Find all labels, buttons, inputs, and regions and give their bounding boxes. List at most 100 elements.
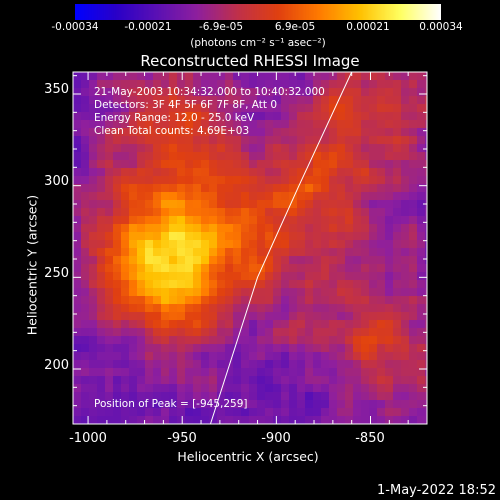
image-pixel (81, 272, 89, 280)
image-pixel (385, 280, 393, 288)
image-pixel (73, 392, 81, 400)
image-pixel (321, 96, 329, 104)
image-pixel (361, 416, 369, 424)
image-pixel (345, 96, 353, 104)
image-pixel (89, 192, 97, 200)
image-pixel (265, 120, 273, 128)
image-pixel (281, 248, 289, 256)
colorbar-tick-label: 0.00034 (419, 21, 463, 33)
image-pixel (313, 384, 321, 392)
image-pixel (153, 224, 161, 232)
image-pixel (273, 88, 281, 96)
image-pixel (353, 136, 361, 144)
image-pixel (321, 384, 329, 392)
image-pixel (385, 80, 393, 88)
image-pixel (353, 312, 361, 320)
image-pixel (129, 128, 137, 136)
image-pixel (321, 360, 329, 368)
image-pixel (121, 376, 129, 384)
image-pixel (273, 112, 281, 120)
image-pixel (353, 416, 361, 424)
image-pixel (169, 80, 177, 88)
image-pixel (201, 240, 209, 248)
image-pixel (137, 232, 145, 240)
image-pixel (265, 232, 273, 240)
image-pixel (305, 344, 313, 352)
image-pixel (217, 208, 225, 216)
image-pixel (193, 88, 201, 96)
image-pixel (217, 168, 225, 176)
image-pixel (185, 312, 193, 320)
image-pixel (249, 120, 257, 128)
image-pixel (409, 176, 417, 184)
image-pixel (265, 368, 273, 376)
image-pixel (337, 400, 345, 408)
image-pixel (361, 336, 369, 344)
image-pixel (193, 288, 201, 296)
image-pixel (345, 288, 353, 296)
image-pixel (97, 400, 105, 408)
image-pixel (257, 344, 265, 352)
image-pixel (241, 352, 249, 360)
image-pixel (377, 304, 385, 312)
image-pixel (321, 248, 329, 256)
image-pixel (377, 288, 385, 296)
image-pixel (81, 392, 89, 400)
image-pixel (137, 248, 145, 256)
image-pixel (257, 152, 265, 160)
image-pixel (137, 328, 145, 336)
image-pixel (201, 408, 209, 416)
image-pixel (353, 256, 361, 264)
image-pixel (161, 408, 169, 416)
image-pixel (337, 152, 345, 160)
image-pixel (393, 112, 401, 120)
image-pixel (121, 128, 129, 136)
image-pixel (273, 416, 281, 424)
image-pixel (185, 168, 193, 176)
image-pixel (337, 112, 345, 120)
image-pixel (185, 352, 193, 360)
image-pixel (177, 264, 185, 272)
image-pixel (185, 320, 193, 328)
image-pixel (81, 184, 89, 192)
image-pixel (281, 336, 289, 344)
image-pixel (289, 168, 297, 176)
image-pixel (73, 88, 81, 96)
image-pixel (393, 360, 401, 368)
image-pixel (169, 392, 177, 400)
image-pixel (345, 224, 353, 232)
image-pixel (393, 256, 401, 264)
image-pixel (225, 312, 233, 320)
image-pixel (73, 360, 81, 368)
image-pixel (113, 336, 121, 344)
image-pixel (313, 416, 321, 424)
image-pixel (201, 160, 209, 168)
image-pixel (233, 224, 241, 232)
image-pixel (201, 400, 209, 408)
image-pixel (169, 232, 177, 240)
image-pixel (289, 72, 297, 80)
image-pixel (241, 184, 249, 192)
image-pixel (193, 80, 201, 88)
image-pixel (105, 176, 113, 184)
image-pixel (161, 248, 169, 256)
image-pixel (201, 232, 209, 240)
image-pixel (289, 144, 297, 152)
image-pixel (225, 96, 233, 104)
image-pixel (417, 224, 425, 232)
image-pixel (137, 304, 145, 312)
image-pixel (209, 232, 217, 240)
image-pixel (89, 320, 97, 328)
image-pixel (121, 320, 129, 328)
image-pixel (297, 344, 305, 352)
image-pixel (73, 112, 81, 120)
image-pixel (105, 184, 113, 192)
image-pixel (401, 416, 409, 424)
image-pixel (105, 320, 113, 328)
image-pixel (385, 304, 393, 312)
image-pixel (281, 312, 289, 320)
image-pixel (153, 104, 161, 112)
image-pixel (417, 328, 425, 336)
image-pixel (417, 368, 425, 376)
image-pixel (201, 376, 209, 384)
